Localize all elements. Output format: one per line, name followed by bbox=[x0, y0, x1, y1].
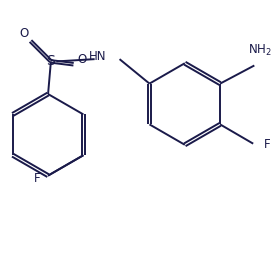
Text: O: O bbox=[19, 27, 28, 40]
Text: O: O bbox=[78, 53, 87, 66]
Text: HN: HN bbox=[89, 50, 106, 63]
Text: NH$_2$: NH$_2$ bbox=[248, 42, 272, 57]
Text: S: S bbox=[47, 54, 55, 68]
Text: F: F bbox=[33, 172, 40, 185]
Text: F: F bbox=[263, 138, 270, 151]
